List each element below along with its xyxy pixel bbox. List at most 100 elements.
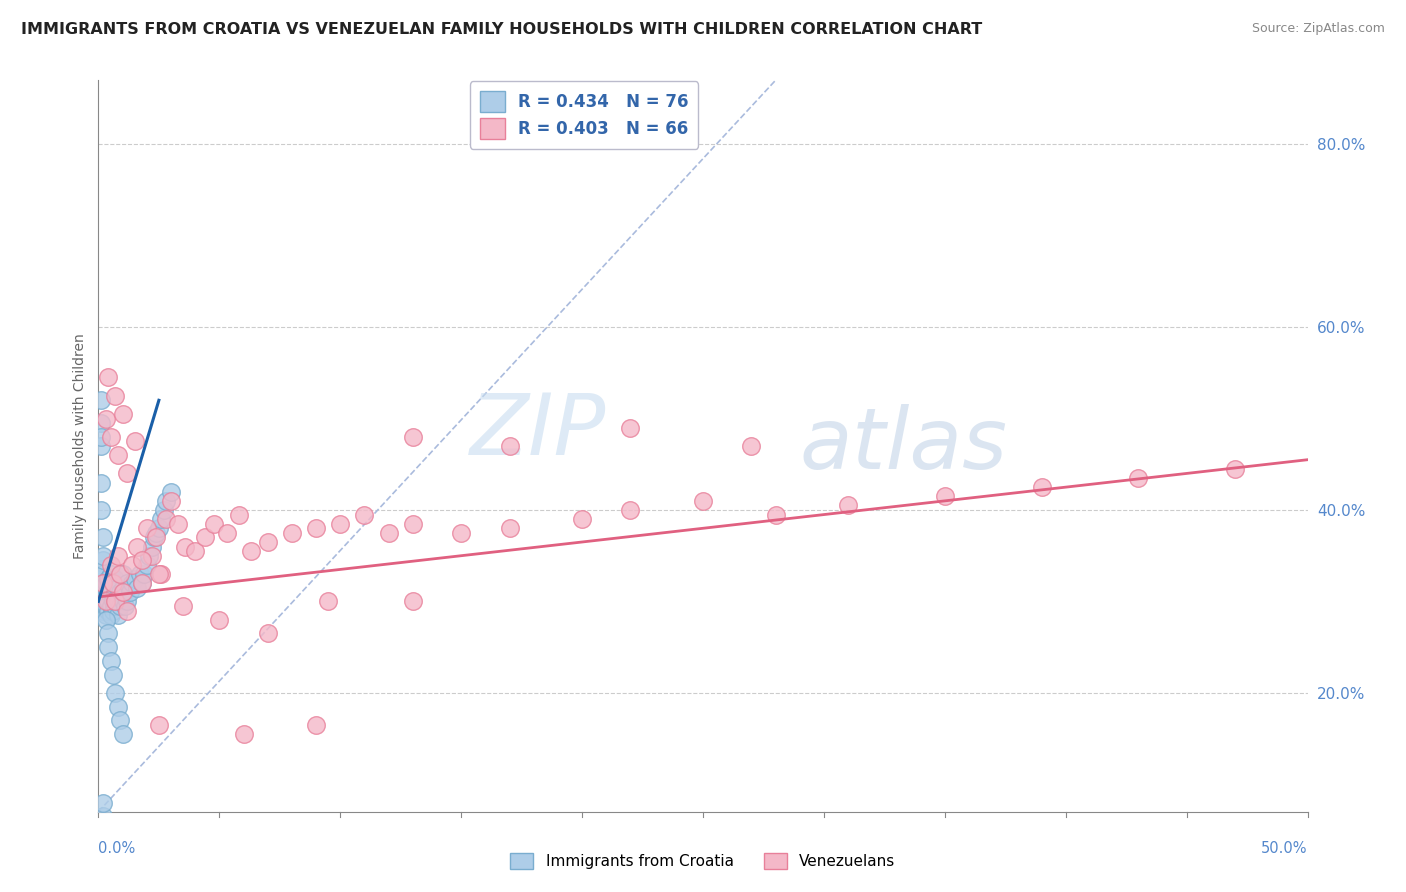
Point [90, 581, 112, 595]
Point [97, 585, 120, 599]
Point [571, 512, 593, 526]
Point [111, 727, 134, 741]
Point [329, 516, 352, 531]
Point [114, 599, 136, 613]
Point [90, 393, 112, 408]
Point [100, 567, 122, 582]
Point [100, 654, 122, 668]
Point [204, 516, 226, 531]
Point [108, 714, 131, 728]
Point [104, 585, 127, 599]
Point [91, 567, 114, 582]
Point [100, 558, 122, 572]
Point [90, 430, 112, 444]
Point [94, 411, 117, 425]
Point [281, 525, 304, 540]
Point [100, 585, 122, 599]
Point [114, 585, 136, 599]
Point [141, 540, 163, 554]
Point [692, 494, 714, 508]
Point [94, 594, 117, 608]
Point [104, 686, 127, 700]
Point [124, 434, 146, 449]
Point [145, 525, 167, 540]
Point [148, 718, 170, 732]
Point [228, 508, 250, 522]
Point [104, 572, 127, 586]
Point [108, 599, 131, 613]
Point [141, 549, 163, 563]
Point [97, 594, 120, 608]
Point [167, 516, 190, 531]
Point [101, 604, 124, 618]
Point [108, 567, 131, 582]
Point [107, 608, 129, 623]
Point [256, 535, 278, 549]
Point [100, 599, 122, 613]
Point [131, 576, 153, 591]
Point [148, 521, 170, 535]
Point [118, 585, 141, 599]
Point [100, 430, 122, 444]
Point [619, 421, 641, 435]
Point [172, 599, 194, 613]
Point [101, 667, 124, 681]
Point [94, 581, 117, 595]
Text: Source: ZipAtlas.com: Source: ZipAtlas.com [1251, 22, 1385, 36]
Point [90, 590, 112, 604]
Point [131, 553, 153, 567]
Point [402, 430, 425, 444]
Point [91, 530, 114, 544]
Text: ZIP: ZIP [470, 390, 606, 473]
Point [111, 581, 134, 595]
Point [1031, 480, 1053, 494]
Point [239, 544, 262, 558]
Point [100, 608, 122, 623]
Point [143, 530, 166, 544]
Point [97, 604, 120, 618]
Point [94, 613, 117, 627]
Point [135, 558, 157, 572]
Point [765, 508, 787, 522]
Point [101, 576, 124, 591]
Text: IMMIGRANTS FROM CROATIA VS VENEZUELAN FAMILY HOUSEHOLDS WITH CHILDREN CORRELATIO: IMMIGRANTS FROM CROATIA VS VENEZUELAN FA… [21, 22, 983, 37]
Point [97, 626, 120, 640]
Point [90, 562, 112, 576]
Point [94, 576, 117, 591]
Point [184, 544, 207, 558]
Point [91, 549, 114, 563]
Point [498, 521, 520, 535]
Point [150, 512, 173, 526]
Point [117, 467, 139, 481]
Point [111, 585, 134, 599]
Point [740, 439, 762, 453]
Point [91, 585, 114, 599]
Point [108, 585, 131, 599]
Point [94, 608, 117, 623]
Point [208, 613, 231, 627]
Point [97, 640, 120, 655]
Point [160, 494, 183, 508]
Legend: R = 0.434   N = 76, R = 0.403   N = 66: R = 0.434 N = 76, R = 0.403 N = 66 [470, 81, 699, 149]
Point [1223, 462, 1246, 476]
Point [90, 572, 112, 586]
Point [131, 576, 153, 591]
Point [498, 439, 520, 453]
Text: 50.0%: 50.0% [1261, 841, 1308, 856]
Point [232, 727, 254, 741]
Point [128, 567, 150, 582]
Point [90, 503, 112, 517]
Legend: Immigrants from Croatia, Venezuelans: Immigrants from Croatia, Venezuelans [505, 847, 901, 875]
Point [117, 576, 139, 591]
Point [91, 576, 114, 591]
Point [148, 567, 170, 582]
Point [91, 796, 114, 810]
Point [111, 567, 134, 582]
Point [107, 699, 129, 714]
Point [104, 599, 127, 613]
Point [256, 626, 278, 640]
Point [316, 594, 339, 608]
Point [1128, 471, 1150, 485]
Point [104, 594, 127, 608]
Point [117, 604, 139, 618]
